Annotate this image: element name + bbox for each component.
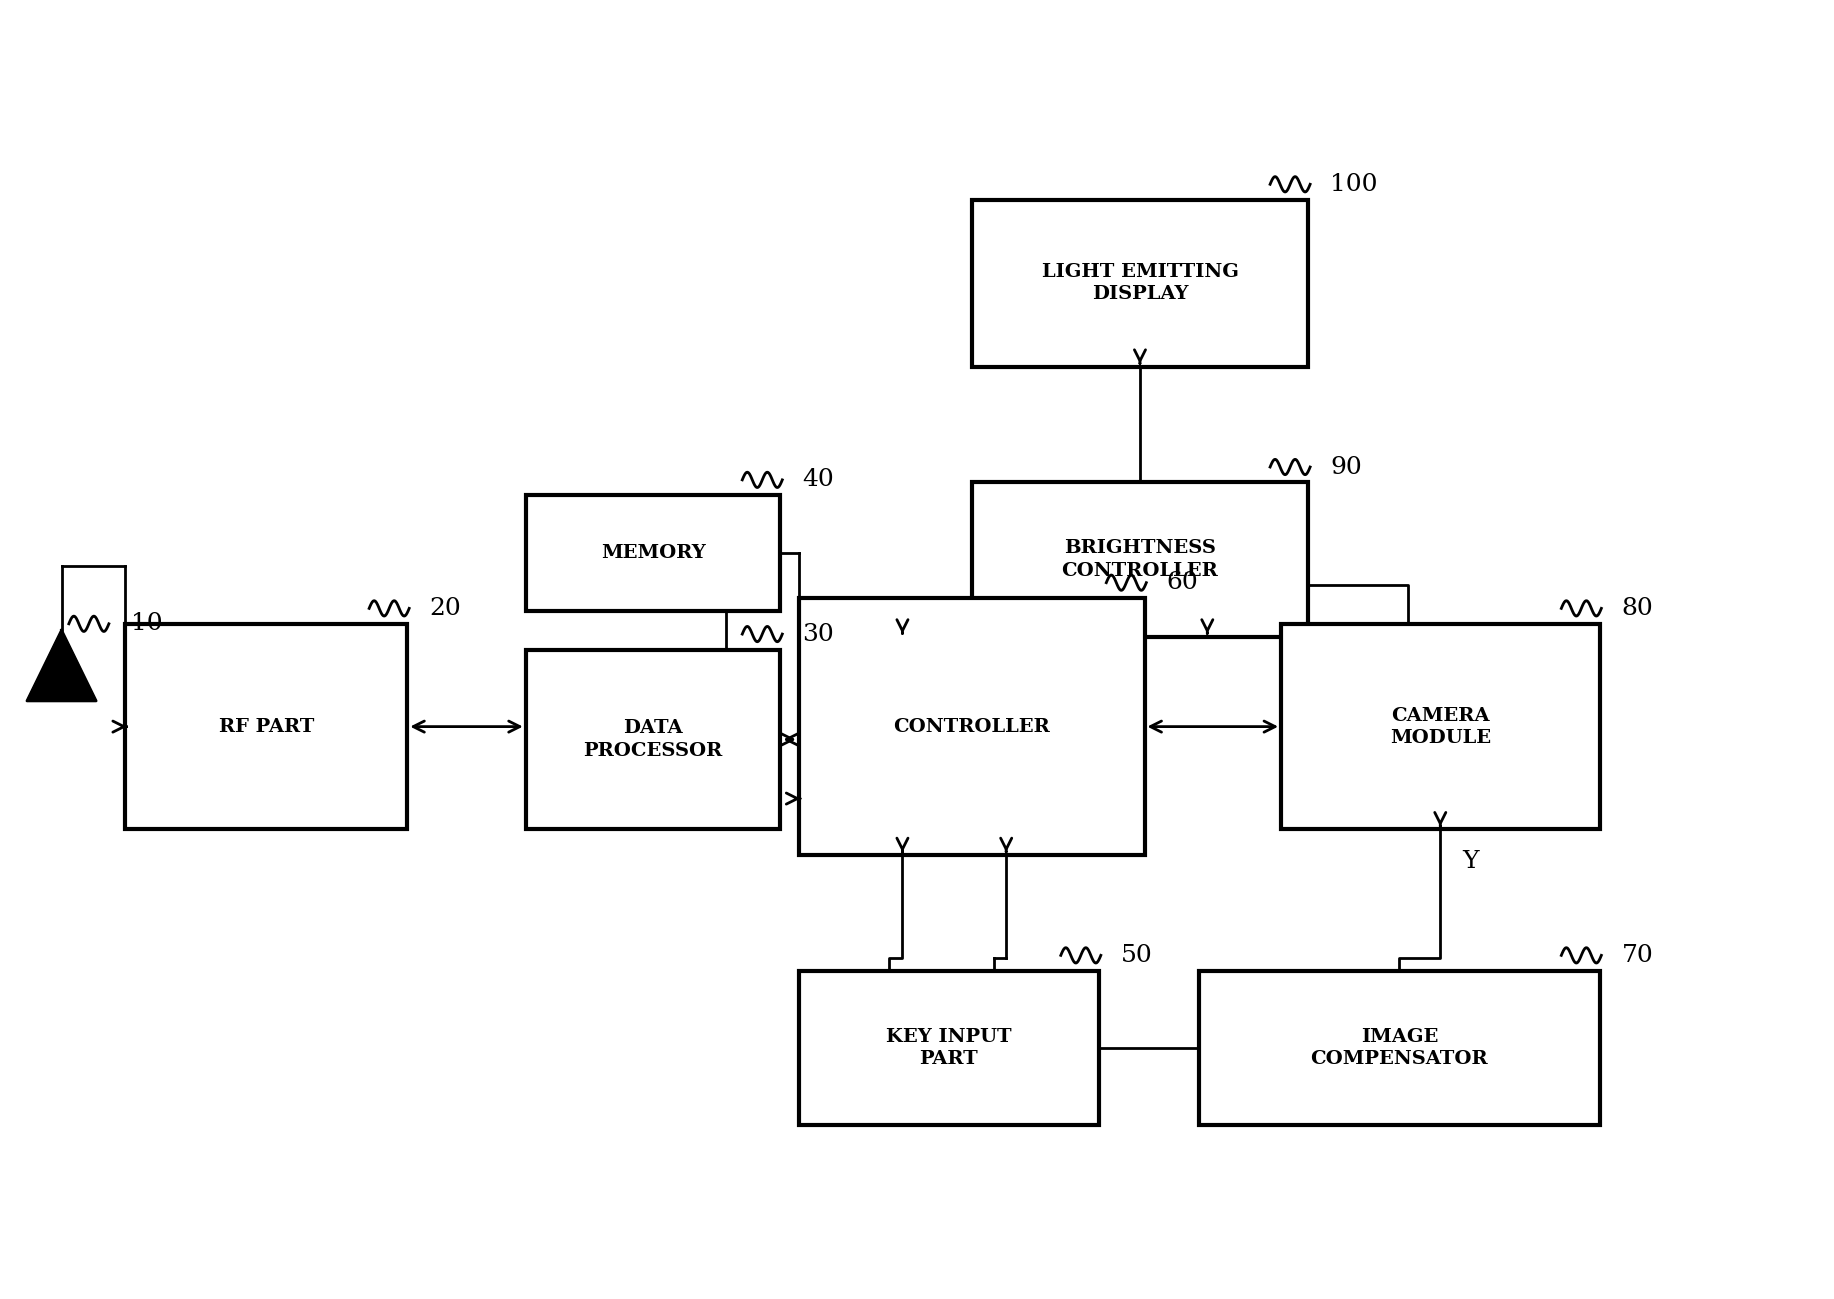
Bar — [1280, 624, 1599, 830]
Text: 30: 30 — [801, 622, 834, 646]
Text: IMAGE
COMPENSATOR: IMAGE COMPENSATOR — [1311, 1028, 1487, 1068]
Bar — [972, 200, 1308, 366]
Polygon shape — [28, 630, 95, 701]
Text: BRIGHTNESS
CONTROLLER: BRIGHTNESS CONTROLLER — [1062, 539, 1218, 579]
Text: KEY INPUT
PART: KEY INPUT PART — [886, 1028, 1012, 1068]
Bar — [125, 624, 407, 830]
Text: 60: 60 — [1166, 572, 1198, 594]
Text: 20: 20 — [429, 596, 460, 620]
Bar — [798, 970, 1099, 1125]
Text: 100: 100 — [1330, 173, 1377, 196]
Text: 80: 80 — [1621, 596, 1652, 620]
Bar — [1199, 970, 1599, 1125]
Text: RF PART: RF PART — [218, 717, 314, 735]
Text: DATA
PROCESSOR: DATA PROCESSOR — [583, 720, 723, 760]
Text: 10: 10 — [130, 612, 163, 635]
Text: 70: 70 — [1621, 944, 1652, 966]
Text: 40: 40 — [801, 469, 834, 491]
Bar — [526, 650, 781, 830]
Text: 90: 90 — [1330, 456, 1363, 478]
Bar — [526, 495, 781, 611]
Text: CONTROLLER: CONTROLLER — [893, 717, 1051, 735]
Text: 50: 50 — [1121, 944, 1152, 966]
Bar — [798, 598, 1144, 855]
Text: Y: Y — [1462, 850, 1478, 873]
Text: MEMORY: MEMORY — [602, 544, 706, 562]
Text: CAMERA
MODULE: CAMERA MODULE — [1390, 707, 1491, 747]
Bar — [972, 482, 1308, 637]
Text: LIGHT EMITTING
DISPLAY: LIGHT EMITTING DISPLAY — [1042, 264, 1238, 304]
